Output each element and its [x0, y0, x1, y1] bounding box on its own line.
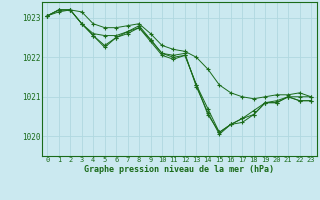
X-axis label: Graphe pression niveau de la mer (hPa): Graphe pression niveau de la mer (hPa) — [84, 165, 274, 174]
